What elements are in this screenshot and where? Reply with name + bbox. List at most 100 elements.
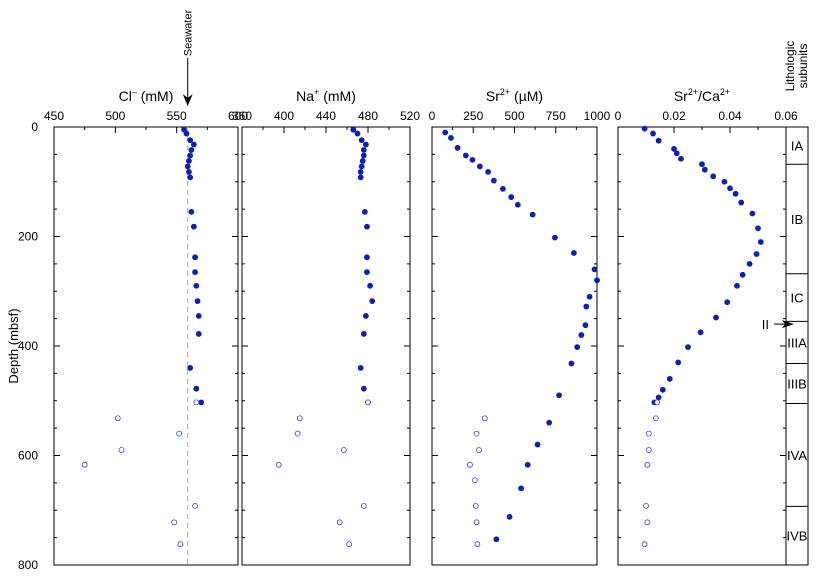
data-point [187,365,194,371]
data-point [746,260,753,267]
x-axis-title-superscript: – [132,87,137,97]
data-point-open [81,461,88,468]
data-point [655,137,662,144]
data-point-open [644,461,651,468]
data-point [655,394,662,401]
data-point [490,177,497,184]
data-point [749,210,756,217]
x-tick-label: 0.06 [774,109,798,123]
data-point-open [193,399,200,406]
data-point [678,155,684,162]
data-point-open [176,430,183,437]
x-tick-label: 1000 [584,109,611,123]
data-point-open [645,430,652,437]
data-point-open [365,399,371,406]
data-point [524,461,531,468]
data-point-open [275,461,282,468]
data-point [666,375,673,382]
data-point [360,147,367,153]
data-point [364,269,370,275]
data-point [195,331,202,337]
data-point [442,129,449,136]
data-point [361,208,368,215]
data-point [195,312,202,319]
data-point [354,130,361,137]
data-point-open [340,447,347,453]
data-point [187,152,194,159]
data-point [187,137,194,144]
data-point [469,156,476,163]
seawater-arrow-head [182,94,193,106]
data-point [360,331,367,337]
data-point [500,185,506,192]
x-tick-label: 550 [167,109,187,123]
data-point-open [471,477,478,484]
lithologic-label: IB [791,212,803,227]
lithologic-label: IIIA [787,335,807,350]
x-tick-label: 250 [463,109,483,123]
data-point [757,239,764,245]
data-point [508,194,515,200]
y-axis-label: Depth (mbsf) [6,308,21,383]
y-tick-label: 600 [18,449,38,463]
data-point [476,163,483,170]
x-tick-label: 750 [546,109,566,123]
data-point [360,152,367,159]
data-point-open [177,541,184,548]
x-tick-label: 0 [429,109,436,123]
data-point [591,266,598,273]
data-point [187,174,194,181]
data-point [552,234,558,241]
panel-frame [617,126,787,566]
x-tick-label: 440 [316,109,336,123]
data-point [184,163,191,170]
data-point [671,146,677,152]
x-tick-label: 400 [274,109,294,123]
lithologic-header: Lithologicsubunits [783,41,810,92]
data-point [358,163,365,170]
data-point [188,147,195,153]
data-point [462,152,469,159]
data-point [578,332,585,338]
x-axis-title-part: Na [296,88,314,104]
panel-frame [53,126,239,566]
data-point-open [171,519,178,526]
data-point-open [473,430,480,437]
data-point [574,344,581,350]
data-point-open [645,447,652,453]
data-point [454,144,461,151]
data-point-open [472,502,479,509]
lithologic-label: IIIB [787,377,807,392]
data-point-open [346,541,353,548]
x-tick-label: 600 [228,109,248,123]
y-tick-label: 800 [18,558,38,572]
data-point [739,271,746,278]
data-point [359,158,366,164]
x-tick-label: 500 [504,109,524,123]
panel-frame [431,126,598,566]
y-tick-label: 0 [31,120,38,134]
data-point [583,303,590,310]
data-point [586,293,593,300]
x-axis-title-superscript: 2+ [720,87,730,97]
data-point-open [473,519,480,526]
data-point [364,254,370,261]
data-point [529,211,536,218]
unit-II-arrow [782,320,794,329]
data-point [357,365,364,371]
data-point [357,168,364,175]
data-point [186,168,192,175]
data-point [183,130,190,137]
data-point [675,359,682,366]
data-point-open [114,415,121,422]
data-point [518,485,524,492]
y-tick-label: 400 [18,339,38,353]
data-point-open [336,519,343,526]
data-point [713,314,719,321]
data-point [192,269,198,275]
data-point [738,199,745,206]
data-point [734,282,740,289]
data-point [364,223,370,230]
